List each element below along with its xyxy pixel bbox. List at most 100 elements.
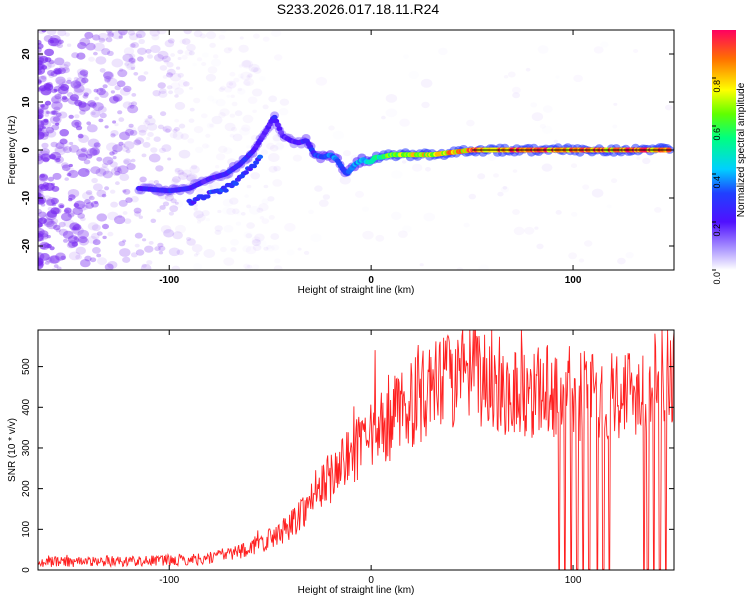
noise-dot xyxy=(89,102,97,108)
noise-dot xyxy=(54,69,61,75)
noise-dot xyxy=(187,138,194,143)
noise-dot xyxy=(143,118,149,122)
noise-dot xyxy=(607,205,612,209)
noise-dot xyxy=(207,184,213,189)
noise-dot xyxy=(270,233,280,240)
noise-dot xyxy=(93,42,105,52)
top-y-tick-label: -20 xyxy=(21,238,32,253)
noise-dot xyxy=(112,144,123,153)
bottom-x-axis-label: Height of straight line (km) xyxy=(298,585,415,596)
noise-dot xyxy=(69,222,80,231)
noise-dot xyxy=(137,56,144,62)
noise-dot xyxy=(76,68,86,76)
noise-dot xyxy=(49,39,54,44)
noise-dot xyxy=(196,214,206,222)
noise-dot xyxy=(230,134,235,138)
noise-dot xyxy=(60,212,72,222)
noise-dot xyxy=(90,166,101,175)
noise-dot xyxy=(45,110,50,114)
noise-dot xyxy=(43,218,55,228)
noise-dot xyxy=(68,194,76,200)
noise-dot xyxy=(127,30,136,36)
noise-dot xyxy=(107,77,118,87)
noise-dot xyxy=(68,170,79,178)
noise-dot xyxy=(92,144,101,152)
noise-dot xyxy=(39,173,48,181)
noise-dot xyxy=(83,92,89,97)
colorbar-tick-label: 0.6 xyxy=(712,128,722,141)
noise-dot xyxy=(80,147,87,153)
noise-dot xyxy=(139,176,147,183)
noise-dot xyxy=(251,88,263,97)
noise-dot xyxy=(48,255,60,264)
colorbar-tick-label: 0.2 xyxy=(712,224,722,237)
colorbar xyxy=(712,30,736,270)
noise-dot xyxy=(263,246,269,251)
noise-dot xyxy=(262,218,270,224)
bottom-x-tick-label: 0 xyxy=(368,575,374,586)
noise-dot xyxy=(148,153,161,163)
noise-dot xyxy=(78,168,90,177)
noise-dot xyxy=(91,224,101,232)
noise-dot xyxy=(96,213,108,222)
noise-dot xyxy=(150,45,161,53)
noise-dot xyxy=(213,54,219,58)
noise-dot xyxy=(171,178,179,185)
noise-dot xyxy=(237,88,245,94)
noise-dot xyxy=(124,61,133,68)
ridge-point xyxy=(276,126,283,132)
noise-dot xyxy=(531,112,544,122)
noise-dot xyxy=(215,165,219,168)
noise-dot xyxy=(171,265,180,270)
snr-frame xyxy=(37,329,675,571)
noise-dot xyxy=(241,212,246,216)
noise-dot xyxy=(201,62,207,66)
noise-dot xyxy=(72,226,84,236)
noise-dot xyxy=(201,113,208,118)
noise-dot xyxy=(157,82,166,89)
noise-dot xyxy=(49,110,56,116)
noise-dot xyxy=(55,122,60,126)
noise-dot xyxy=(205,31,217,40)
noise-dot xyxy=(78,101,87,108)
noise-dot xyxy=(252,244,262,251)
noise-dot xyxy=(190,164,198,170)
noise-dot xyxy=(189,86,193,90)
noise-dot xyxy=(582,184,589,189)
noise-dot xyxy=(98,118,104,123)
noise-dot xyxy=(237,87,243,92)
colorbar-tick-label: 0.4 xyxy=(712,176,722,189)
noise-dot xyxy=(403,54,409,59)
noise-dot xyxy=(64,207,72,214)
noise-dot xyxy=(61,162,70,169)
noise-dot xyxy=(146,260,153,265)
noise-dot xyxy=(224,86,232,92)
noise-dot xyxy=(38,128,43,132)
noise-dot xyxy=(51,124,60,131)
noise-dot xyxy=(104,186,110,191)
noise-dot xyxy=(73,203,80,208)
noise-dot xyxy=(150,218,157,223)
noise-dot xyxy=(240,76,244,79)
noise-dot xyxy=(241,59,253,69)
noise-dot xyxy=(103,71,114,79)
noise-dot xyxy=(138,38,145,45)
noise-dot xyxy=(133,207,142,214)
noise-dot xyxy=(172,131,184,140)
noise-dot xyxy=(94,96,100,101)
noise-dot xyxy=(181,38,191,45)
noise-dot xyxy=(135,137,145,145)
noise-dot xyxy=(86,124,98,133)
noise-dot xyxy=(165,128,171,133)
noise-dot xyxy=(386,108,398,117)
noise-dot xyxy=(381,115,386,120)
noise-dot xyxy=(177,57,182,60)
noise-dot xyxy=(464,223,470,228)
noise-dot xyxy=(571,212,577,217)
noise-dot xyxy=(186,43,196,52)
noise-dot xyxy=(130,66,136,71)
noise-dot xyxy=(503,75,509,79)
noise-dot xyxy=(92,102,104,111)
noise-dot xyxy=(38,211,47,218)
bottom-y-tick-label: 0 xyxy=(21,567,32,573)
